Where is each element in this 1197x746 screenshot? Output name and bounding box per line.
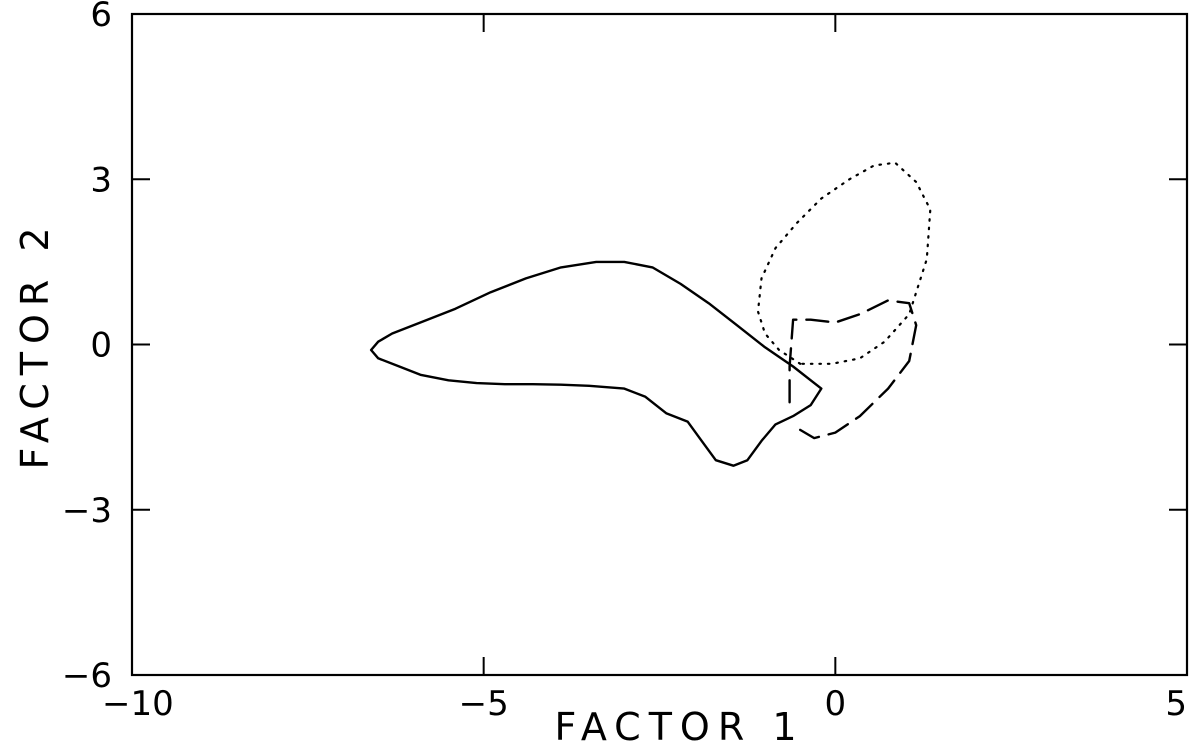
series-lines (369, 161, 932, 467)
y-tick-label: 3 (90, 160, 112, 200)
y-tick-label: −6 (62, 656, 112, 696)
x-tick-label: 5 (1165, 684, 1187, 724)
plot-border (130, 12, 1189, 677)
y-tick-label: 0 (90, 326, 112, 366)
y-tick-label: 6 (90, 0, 112, 35)
x-tick-label: 0 (825, 684, 847, 724)
x-axis-title: FACTOR 1 (554, 705, 804, 746)
series-line-dotted (756, 161, 932, 365)
series-line-dashed (788, 299, 918, 440)
x-tick-label: −5 (459, 684, 509, 724)
plot-frame (130, 12, 1189, 677)
x-tick-label: −10 (102, 684, 174, 724)
y-axis-title: FACTOR 2 (13, 219, 57, 469)
tick-labels: −10 −5 0 5 −6 −3 0 3 6 (62, 0, 1187, 724)
y-tick-label: −3 (62, 491, 112, 531)
axis-ticks (131, 13, 1188, 676)
series-line-solid (369, 260, 823, 467)
